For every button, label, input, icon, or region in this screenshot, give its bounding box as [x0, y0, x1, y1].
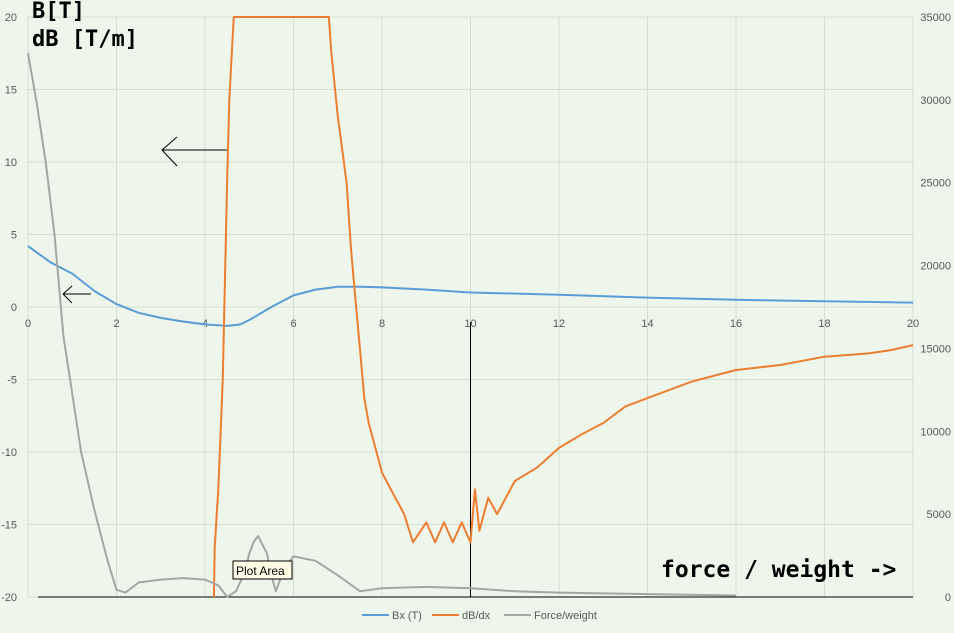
legend-entry-label: dB/dx [462, 610, 491, 622]
x-tick-label: 18 [818, 318, 830, 330]
left-axis-label-line2: dB [T/m] [32, 27, 138, 52]
right-tick-label: 0 [945, 592, 951, 604]
legend: Bx (T) dB/dx Force/weight [362, 610, 597, 622]
series-line-db-dx [212, 16, 914, 598]
plot-area-tooltip: Plot Area [232, 560, 293, 580]
plot-area-tooltip-text: Plot Area [236, 564, 285, 578]
left-tick-label: -5 [7, 375, 17, 387]
legend-entry-label: Force/weight [534, 610, 597, 622]
right-tick-label: 30000 [920, 95, 951, 107]
left-tick-label: -20 [1, 592, 17, 604]
x-tick-label: 6 [290, 318, 296, 330]
left-tick-label: -10 [1, 447, 17, 459]
x-tick-label: 8 [379, 318, 385, 330]
left-tick-label: 15 [5, 85, 17, 97]
left-tick-label: 10 [5, 157, 17, 169]
force-weight-annotation: force / weight -> [661, 557, 896, 583]
series-line-bx-t [27, 245, 914, 327]
arrow-left-upper-icon [161, 136, 227, 167]
x-tick-label: 14 [641, 318, 653, 330]
x-tick-label: 20 [907, 318, 919, 330]
left-tick-label: 0 [11, 302, 17, 314]
right-tick-label: 15000 [920, 343, 951, 355]
x-tick-label: 0 [25, 318, 31, 330]
left-axis-ticks: 20 15 10 5 0 -5 -10 -15 -20 [1, 12, 17, 604]
left-tick-label: 5 [11, 230, 17, 242]
x-tick-label: 2 [113, 318, 119, 330]
right-axis-ticks: 35000 30000 25000 20000 15000 10000 5000 0 [920, 12, 951, 604]
right-tick-label: 20000 [920, 261, 951, 273]
right-tick-label: 10000 [920, 426, 951, 438]
left-tick-label: -15 [1, 520, 17, 532]
right-tick-label: 5000 [927, 509, 951, 521]
x-tick-label: 16 [730, 318, 742, 330]
right-tick-label: 35000 [920, 12, 951, 24]
left-axis-label-line1: B[T] [32, 0, 85, 24]
legend-entry-label: Bx (T) [392, 610, 422, 622]
arrow-left-lower-icon [62, 285, 91, 304]
x-tick-label: 12 [553, 318, 565, 330]
right-tick-label: 25000 [920, 178, 951, 190]
left-tick-label: 20 [5, 12, 17, 24]
